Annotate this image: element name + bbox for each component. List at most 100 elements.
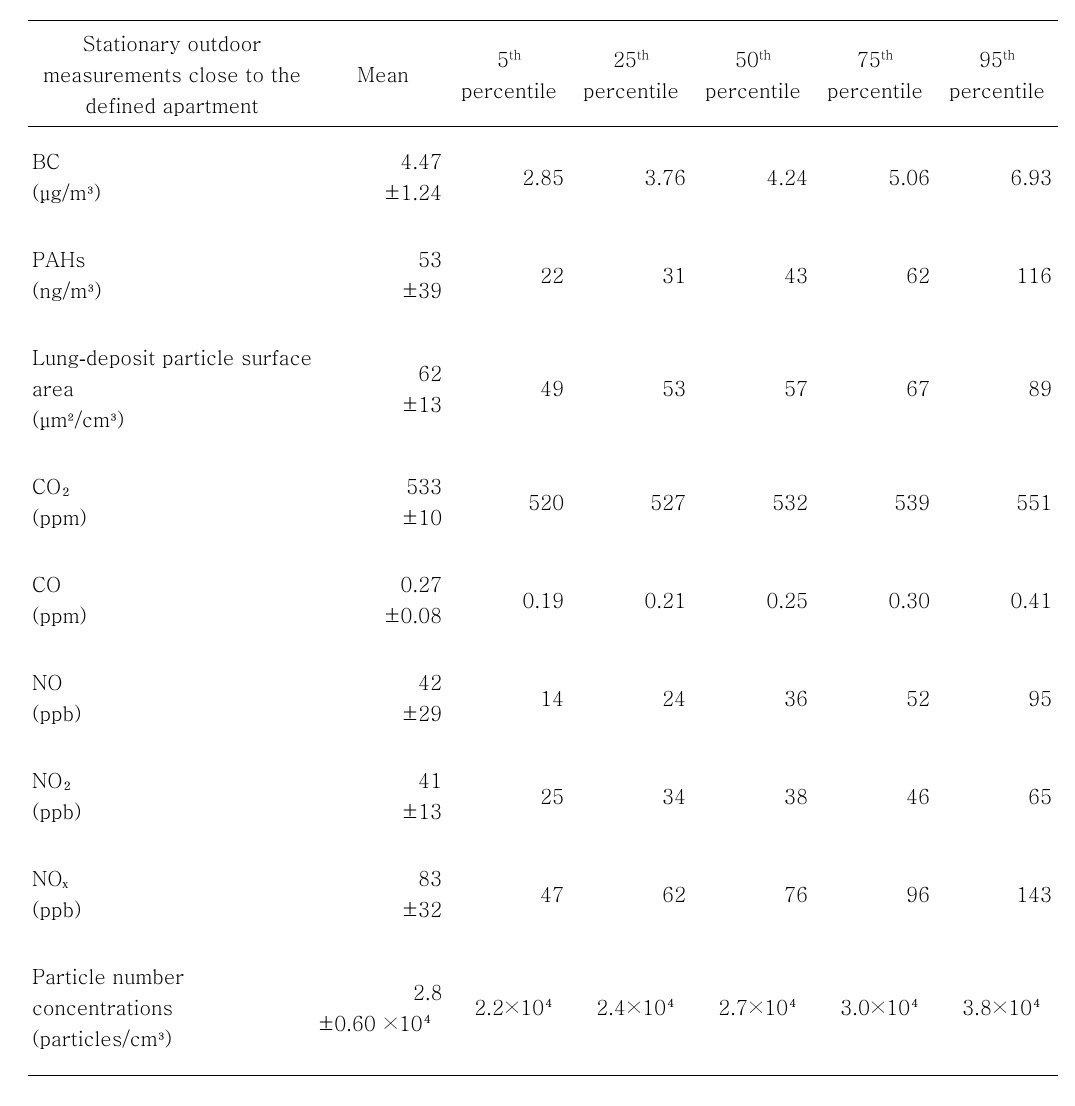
row-p5: 0.19 [448, 550, 570, 648]
header-p50-sup: th [759, 44, 771, 63]
row-name: NO₂ [32, 764, 82, 795]
row-p75: 96 [814, 844, 936, 942]
row-unit: (ppb) [32, 697, 82, 728]
row-p95: 551 [936, 452, 1058, 550]
row-mean-sd: ±13 [402, 795, 442, 826]
row-mean-sd: ±13 [402, 388, 442, 419]
row-label: NOₓ(ppb) [28, 844, 318, 942]
row-p5: 25 [448, 746, 570, 844]
row-name: BC [32, 145, 101, 176]
row-name: NOₓ [32, 862, 82, 893]
row-p5: 22 [448, 225, 570, 323]
header-p75-num: 75 [857, 44, 881, 73]
row-mean: 0.27±0.08 [318, 550, 448, 648]
table-header: Stationary outdoor measurements close to… [28, 21, 1058, 128]
header-p5-sup: th [509, 44, 521, 63]
row-unit: (ppb) [32, 795, 82, 826]
row-mean-value: 62 [402, 357, 442, 388]
row-p75: 62 [814, 225, 936, 323]
row-mean: 83±32 [318, 844, 448, 942]
header-measure-l3: defined apartment [43, 89, 301, 120]
table-row: NO₂(ppb) 41±132534384665 [28, 746, 1058, 844]
row-mean-sd: ±1.24 [384, 176, 442, 207]
row-p50: 532 [692, 452, 814, 550]
row-name: Lung‐deposit particle surface area [32, 341, 312, 403]
header-p95: 95th percentile [936, 21, 1058, 127]
row-unit: (ppm) [32, 599, 87, 630]
table-row: NOₓ(ppb)83±3247627696143 [28, 844, 1058, 942]
table-row: CO₂(ppm)533±10520527532539551 [28, 452, 1058, 550]
row-p25: 34 [570, 746, 692, 844]
row-label: NO(ppb) [28, 648, 318, 746]
row-p95: 89 [936, 323, 1058, 452]
row-label: BC(μg/m³) [28, 127, 318, 225]
row-mean: 53±39 [318, 225, 448, 323]
row-p95: 6.93 [936, 127, 1058, 225]
row-p25: 527 [570, 452, 692, 550]
row-label: CO(ppm) [28, 550, 318, 648]
row-p75: 0.30 [814, 550, 936, 648]
row-p50: 38 [692, 746, 814, 844]
row-mean-sd: ±29 [402, 697, 442, 728]
row-p75: 52 [814, 648, 936, 746]
table-container: Stationary outdoor measurements close to… [0, 0, 1075, 1106]
table-row: PAHs(ng/m³)53±3922314362116 [28, 225, 1058, 323]
table-body: BC(μg/m³)4.47±1.242.853.764.245.066.93PA… [28, 127, 1058, 1076]
row-p95: 65 [936, 746, 1058, 844]
row-p5: 47 [448, 844, 570, 942]
header-p25-sup: th [637, 44, 649, 63]
row-mean-value: 533 [402, 470, 442, 501]
row-mean-value: 4.47 [384, 145, 442, 176]
row-mean-value: 53 [402, 243, 442, 274]
header-p50: 50th percentile [692, 21, 814, 127]
row-mean-sd: ±0.08 [384, 599, 442, 630]
row-mean: 4.47±1.24 [318, 127, 448, 225]
row-p50: 43 [692, 225, 814, 323]
row-mean-value: 83 [402, 862, 442, 893]
row-p5: 2.85 [448, 127, 570, 225]
row-name: CO₂ [32, 470, 87, 501]
row-unit: (μm²/cm³) [32, 403, 312, 434]
header-p75-word: percentile [827, 74, 923, 105]
row-mean-value: 41 [402, 764, 442, 795]
row-p25: 31 [570, 225, 692, 323]
row-mean: 533±10 [318, 452, 448, 550]
row-p50: 0.25 [692, 550, 814, 648]
row-name: CO [32, 568, 87, 599]
header-measure-l1: Stationary outdoor [43, 27, 301, 58]
row-unit: (particles/cm³) [32, 1022, 312, 1053]
row-p75: 46 [814, 746, 936, 844]
row-unit: (ng/m³) [32, 274, 102, 305]
table-row: Lung‐deposit particle surface area(μm²/c… [28, 323, 1058, 452]
row-name: NO [32, 666, 82, 697]
row-p50: 2.7×10⁴ [692, 942, 814, 1076]
row-p25: 53 [570, 323, 692, 452]
header-measure-l2: measurements close to the [43, 58, 301, 89]
table-row: NO(ppb)42±291424365295 [28, 648, 1058, 746]
row-p50: 57 [692, 323, 814, 452]
row-unit: (ppm) [32, 501, 87, 532]
row-mean: 41±13 [318, 746, 448, 844]
row-mean: 2.8±0.60 ×10⁴ [318, 942, 448, 1076]
row-p75: 5.06 [814, 127, 936, 225]
header-p5: 5th percentile [448, 21, 570, 127]
row-p50: 76 [692, 844, 814, 942]
row-p95: 143 [936, 844, 1058, 942]
row-mean-sd: ±0.60 ×10⁴ [318, 1007, 443, 1038]
row-p5: 520 [448, 452, 570, 550]
row-p25: 62 [570, 844, 692, 942]
row-p95: 95 [936, 648, 1058, 746]
header-p50-word: percentile [705, 74, 801, 105]
row-mean-sd: ±39 [402, 274, 442, 305]
header-p25-num: 25 [613, 44, 637, 73]
row-p25: 3.76 [570, 127, 692, 225]
header-p75: 75th percentile [814, 21, 936, 127]
header-p50-num: 50 [735, 44, 759, 73]
header-p95-sup: th [1003, 44, 1015, 63]
table-row: CO(ppm)0.27±0.080.190.210.250.300.41 [28, 550, 1058, 648]
header-p75-sup: th [881, 44, 893, 63]
row-p50: 36 [692, 648, 814, 746]
row-label: PAHs(ng/m³) [28, 225, 318, 323]
row-name: PAHs [32, 243, 102, 274]
row-mean-value: 42 [402, 666, 442, 697]
